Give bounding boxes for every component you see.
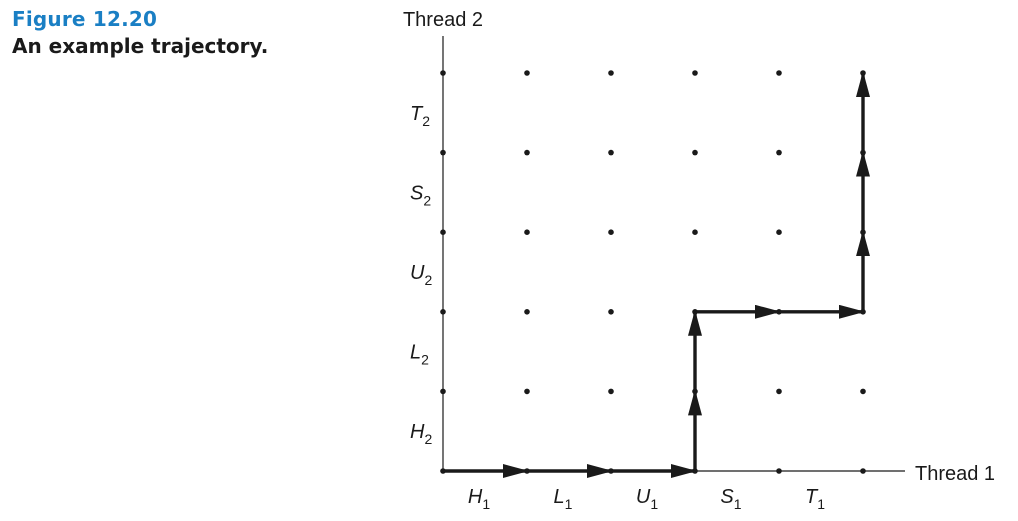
grid-point <box>608 309 614 315</box>
x-segment-label: L1 <box>554 486 573 512</box>
grid-point <box>776 149 782 156</box>
grid-point <box>440 70 446 76</box>
y-segment-label: L2 <box>410 342 429 368</box>
grid-point <box>608 388 614 395</box>
grid-point <box>524 309 530 315</box>
x-segment-labels: H1 L1 U1 S1 T1 <box>468 486 825 512</box>
grid-point <box>776 229 782 235</box>
x-axis-label: Thread 1 <box>915 463 995 485</box>
figure-number: Figure 12.20 <box>12 7 158 31</box>
grid-point <box>524 149 530 156</box>
grid-point <box>860 468 866 474</box>
grid-point <box>524 229 530 235</box>
grid-point <box>440 229 446 235</box>
y-segment-label: T2 <box>410 103 430 129</box>
grid-point <box>440 309 446 315</box>
grid-point <box>692 149 698 156</box>
y-segment-label: U2 <box>410 262 432 288</box>
grid-point <box>524 388 530 395</box>
grid-point <box>524 70 530 76</box>
y-segment-label: H2 <box>410 421 432 447</box>
grid-point <box>608 229 614 235</box>
grid-point <box>776 468 782 474</box>
grid-point <box>776 388 782 395</box>
trajectory-path <box>443 71 870 478</box>
y-segment-labels: H2 L2 U2 S2 T2 <box>410 103 432 447</box>
grid-point <box>608 149 614 156</box>
grid-point <box>692 229 698 235</box>
figure-caption: Figure 12.20 An example trajectory. <box>12 6 268 60</box>
grid-point <box>776 70 782 76</box>
grid-point <box>692 70 698 76</box>
figure-title: An example trajectory. <box>12 34 269 58</box>
x-segment-label: T1 <box>805 486 825 512</box>
y-axis-label: Thread 2 <box>403 9 483 31</box>
grid-point <box>608 70 614 76</box>
x-segment-label: U1 <box>636 486 658 512</box>
grid-point <box>440 388 446 395</box>
x-segment-label: S1 <box>720 486 741 512</box>
x-segment-label: H1 <box>468 486 490 512</box>
y-segment-label: S2 <box>410 182 431 208</box>
grid-point <box>860 388 866 395</box>
grid-points <box>440 70 866 474</box>
grid-point <box>440 149 446 156</box>
